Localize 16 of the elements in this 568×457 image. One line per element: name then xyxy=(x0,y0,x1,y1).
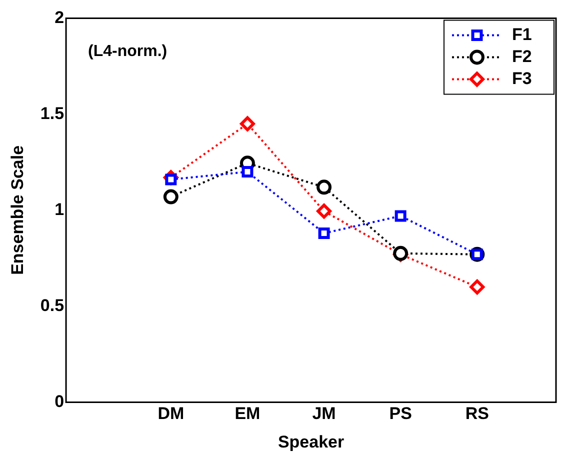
x-tick-label: DM xyxy=(158,404,184,424)
x-tick-label: JM xyxy=(312,404,336,424)
x-tick-label: RS xyxy=(465,404,489,424)
y-tick-label: 0 xyxy=(54,392,64,411)
x-tick-label: EM xyxy=(234,404,260,424)
y-axis-title: Ensemble Scale xyxy=(8,145,27,275)
legend-label: F1 xyxy=(512,24,532,44)
x-tick-label: PS xyxy=(389,404,412,424)
x-axis-title: Speaker xyxy=(278,432,344,452)
y-tick-label: 1 xyxy=(54,200,64,219)
legend-label: F2 xyxy=(512,46,532,66)
y-tick-label: 0.5 xyxy=(40,296,64,315)
legend-label: F3 xyxy=(512,68,532,88)
y-tick-label: 1.5 xyxy=(40,104,64,123)
annotation: (L4-norm.) xyxy=(88,43,168,60)
y-tick-label: 2 xyxy=(54,8,64,27)
